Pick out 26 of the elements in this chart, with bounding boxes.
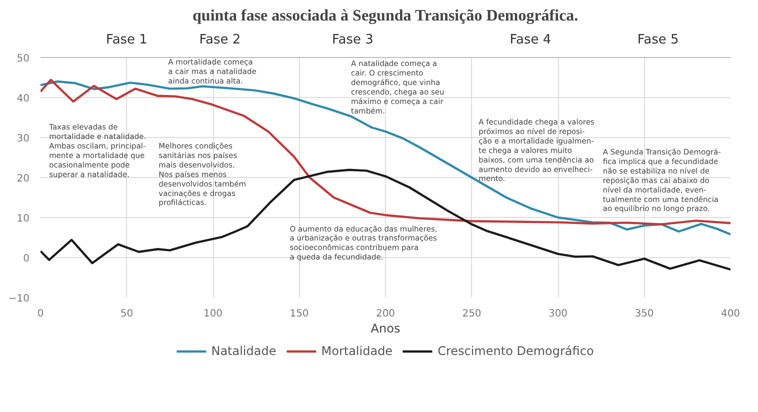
legend-label: Natalidade	[211, 344, 276, 358]
y-tick-label: 50	[16, 54, 30, 64]
text: Fase 4	[510, 32, 552, 48]
y-tick-label: 20	[16, 174, 30, 184]
y-tick-label: 30	[16, 134, 30, 144]
x-tick-label: 300	[548, 308, 568, 320]
text: Fase 5	[637, 32, 679, 48]
y-tick-label: 10	[16, 214, 30, 224]
x-tick-label: 400	[720, 308, 740, 320]
y-tick-label: 40	[16, 94, 30, 104]
x-tick-label: 250	[462, 308, 482, 320]
x-tick-label: 350	[634, 308, 654, 320]
x-tick-label: 50	[120, 308, 134, 320]
text: Fase 2	[199, 32, 241, 48]
y-tick-label: −10	[8, 294, 30, 304]
x-tick-label: 0	[37, 308, 44, 320]
x-tick-label: 200	[376, 308, 396, 320]
x-tick-label: 150	[290, 308, 309, 320]
x-tick-label: 100	[203, 308, 223, 320]
legend-label: Mortalidade	[321, 344, 393, 358]
text: Fase 3	[332, 32, 374, 48]
text: Fase 1	[106, 32, 148, 48]
x-axis-title: Anos	[370, 322, 400, 336]
legend-label: Crescimento Demográfico	[438, 344, 594, 358]
y-tick-label: 0	[23, 254, 30, 264]
chart-title: quinta fase associada à Segunda Transição Demográfica.	[192, 8, 578, 24]
